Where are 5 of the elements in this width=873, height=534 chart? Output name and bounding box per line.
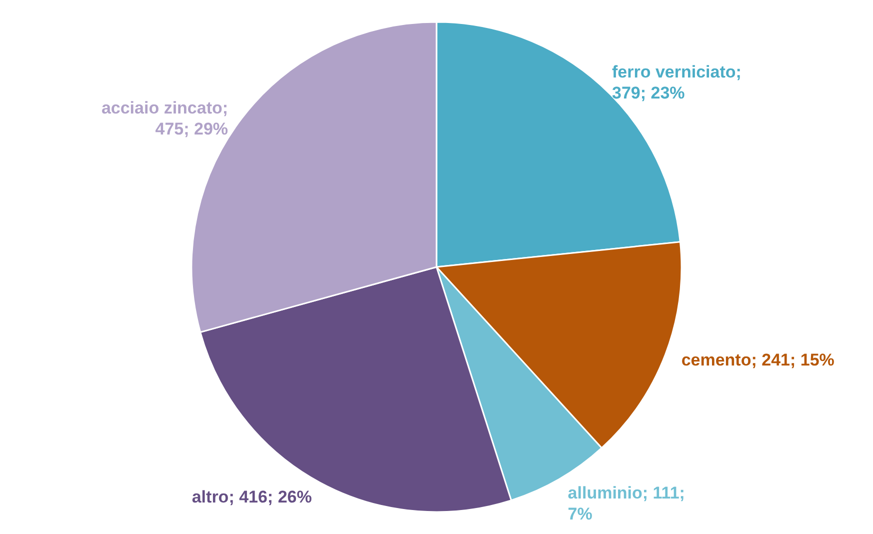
slice-label: acciaio zincato; 475; 29% xyxy=(101,98,228,138)
slice-label: alluminio; 111; 7% xyxy=(568,484,685,524)
slice-label: altro; 416; 26% xyxy=(192,487,312,506)
slice-label: ferro verniciato; 379; 23% xyxy=(612,62,742,102)
slice-label: cemento; 241; 15% xyxy=(681,350,834,370)
